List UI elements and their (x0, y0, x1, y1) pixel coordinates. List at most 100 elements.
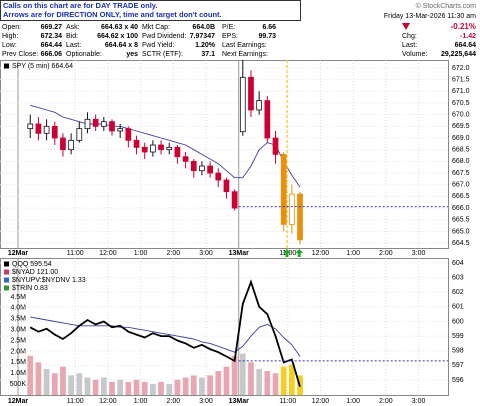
info-label: Prev Close: (2, 51, 38, 58)
y-tick-label: 1.5M (10, 359, 26, 366)
candle-body (280, 153, 287, 225)
info-label: Ask: (66, 24, 80, 31)
y-tick-label: 666.0 (452, 205, 470, 212)
y-tick-label: 500K (10, 381, 27, 388)
candle-body (223, 179, 230, 193)
candle-body (84, 118, 91, 130)
info-label: Low: (2, 42, 17, 49)
info-value: 664.44 (41, 42, 63, 49)
y2-tick-label: 602 (452, 289, 464, 296)
y-tick-label: 669.5 (452, 123, 470, 130)
info-label: Last: (66, 42, 81, 49)
candle-body (150, 144, 156, 153)
y2-tick-label: 598 (452, 348, 464, 355)
y-tick-label: 4.0M (10, 305, 26, 312)
watermark: © StockCharts.com (416, 2, 477, 10)
x-tick-label: 1:00 (346, 398, 360, 405)
legend-swatch (4, 269, 9, 275)
volume-bar (239, 353, 246, 395)
volume-bar (84, 377, 91, 395)
y2-tick-label: 600 (452, 318, 464, 325)
candle-body (182, 156, 189, 162)
legend-label: SPY (5 min) 664.64 (12, 63, 73, 70)
y-tick-label: 670.0 (452, 111, 470, 118)
volume-bar (174, 379, 181, 395)
candle-body (174, 146, 181, 158)
info-label: EPS: (222, 33, 238, 40)
quote-label: Volume: (402, 51, 427, 58)
y-tick-label: 671.0 (452, 88, 470, 95)
candle-body (207, 165, 213, 174)
y-tick-label: 668.5 (452, 147, 470, 154)
volume-bar (133, 379, 140, 395)
x-tick-label: 12:00 (99, 398, 117, 405)
quote-value: 664.64 (455, 42, 477, 49)
candle-body (166, 146, 173, 151)
quote-value: 29,225,644 (441, 51, 476, 58)
candle-body (141, 146, 148, 153)
change-pct: -0.21% (451, 22, 476, 31)
x-tick-label: 3:00 (412, 250, 426, 257)
y2-tick-label: 599 (452, 333, 464, 340)
x-tick-label: 2:00 (379, 250, 393, 257)
volume-bar (51, 373, 58, 395)
volume-bar (199, 377, 205, 395)
info-value: 672.34 (41, 33, 63, 40)
down-triangle (402, 23, 410, 30)
y2-tick-label: 597 (452, 362, 464, 369)
candle-body (68, 139, 74, 151)
y-tick-label: 1.0M (10, 370, 26, 377)
candle-body (125, 128, 132, 141)
volume-bar (231, 355, 238, 395)
volume-bar (190, 375, 197, 395)
y-tick-label: 2.0M (10, 348, 26, 355)
info-value: 6.66 (262, 24, 276, 31)
date: Friday 13-Mar-2026 11:30 am (384, 13, 476, 20)
candle-body (51, 125, 58, 139)
candle-body (133, 139, 140, 148)
candle-body (109, 121, 115, 132)
y-tick-label: 669.0 (452, 135, 470, 142)
volume-bar (92, 379, 99, 395)
x-tick-label: 13Mar (229, 398, 250, 405)
x-tick-label: 11:00 (67, 250, 84, 257)
volume-bar (264, 371, 271, 395)
info-value: 37.1 (201, 51, 215, 58)
legend-swatch (4, 285, 9, 291)
quote-label: Last: (402, 42, 417, 49)
candle-body (76, 128, 83, 141)
candle-body (239, 76, 246, 133)
info-label: Optionable: (66, 51, 102, 58)
volume-bar (68, 375, 74, 395)
y-tick-label: 2.5M (10, 337, 26, 344)
volume-bar (288, 364, 295, 395)
volume-bar (207, 375, 213, 395)
y2-tick-label: 603 (452, 274, 464, 281)
candle-body (264, 100, 271, 139)
y2-tick-label: 601 (452, 304, 464, 311)
volume-bar (117, 379, 124, 395)
volume-bar (158, 381, 164, 395)
candle-body (43, 125, 50, 134)
volume-bar (223, 366, 230, 395)
info-value: 664.62 x 100 (97, 33, 138, 40)
candle-body (231, 191, 238, 209)
y-tick-label: 667.5 (452, 170, 470, 177)
y-tick-label: 668.0 (452, 158, 470, 165)
direction-arrow (295, 249, 304, 257)
plot-area (0, 60, 449, 249)
y-tick-label: 667.0 (452, 182, 470, 189)
candle-body (60, 137, 66, 151)
volume-bar (125, 381, 132, 395)
info-label: Open: (2, 24, 21, 31)
x-tick-label: 12Mar (8, 250, 29, 257)
info-value: 666.06 (41, 51, 63, 58)
volume-bar (272, 373, 279, 395)
y-tick-label: 3.0M (10, 327, 26, 334)
legend-swatch (4, 63, 9, 69)
notice-box (0, 0, 301, 21)
volume-bar (182, 377, 189, 395)
x-tick-label: 3:00 (412, 398, 426, 405)
y-tick-label: 4.5M (10, 294, 26, 301)
volume-bar (141, 381, 148, 395)
